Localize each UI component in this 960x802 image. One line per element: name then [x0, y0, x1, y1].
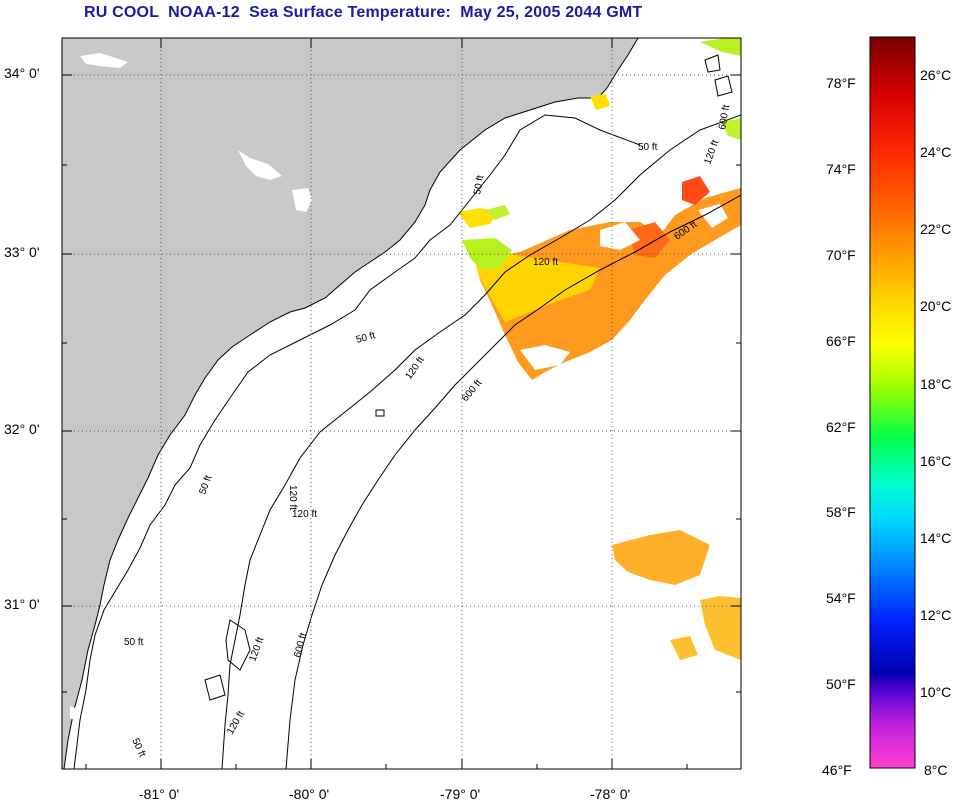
contour-label: 120 ft — [287, 485, 298, 510]
colorbar-f-label: 46°F — [822, 762, 852, 778]
lon-label: -80° 0' — [289, 786, 330, 802]
colorbar-f-label: 70°F — [826, 247, 856, 263]
contour-label: 50 ft — [638, 142, 658, 153]
colorbar-f-label: 54°F — [826, 590, 856, 606]
colorbar-f-label: 58°F — [826, 504, 856, 520]
contour-label: 600 ft — [717, 104, 732, 131]
contour-label: 120 ft — [533, 257, 558, 268]
colorbar-c-label: 24°C — [920, 144, 952, 160]
lat-label: 33° 0' — [4, 244, 40, 260]
lon-label: -79° 0' — [440, 786, 481, 802]
lon-label: -81° 0' — [139, 786, 180, 802]
lon-label: -78° 0' — [590, 786, 631, 802]
colorbar-c-label: 10°C — [920, 684, 952, 700]
contour-label: 50 ft — [355, 330, 377, 346]
colorbar-f-label: 66°F — [826, 333, 856, 349]
colorbar-f-label: 62°F — [826, 419, 856, 435]
contour-label: 50 ft — [124, 637, 144, 648]
colorbar-c-label: 14°C — [920, 530, 952, 546]
colorbar-c-label: 8°C — [924, 762, 948, 778]
colorbar-c-label: 18°C — [920, 376, 952, 392]
colorbar-c-label: 16°C — [920, 453, 952, 469]
colorbar-f-label: 78°F — [826, 75, 856, 91]
contour-50ft — [73, 114, 641, 769]
colorbar-f-label: 50°F — [826, 676, 856, 692]
colorbar-c-label: 22°C — [920, 221, 952, 237]
colorbar — [869, 36, 916, 769]
lat-label: 32° 0' — [4, 421, 40, 437]
map-frame — [61, 37, 742, 770]
axis-ticks — [62, 38, 741, 769]
lat-label: 34° 0' — [4, 65, 40, 81]
colorbar-c-label: 12°C — [920, 607, 952, 623]
contour-120ft — [221, 114, 741, 769]
colorbar-c-label: 26°C — [920, 67, 952, 83]
contour-label: 50 ft — [472, 174, 486, 195]
map-title: RU COOL NOAA-12 Sea Surface Temperature:… — [84, 4, 643, 21]
lat-label: 31° 0' — [4, 596, 40, 612]
colorbar-f-label: 74°F — [826, 161, 856, 177]
contour-600ft — [285, 194, 741, 769]
land-mass — [62, 38, 639, 769]
colorbar-c-label: 20°C — [920, 298, 952, 314]
contour-label: 120 ft — [292, 509, 317, 520]
sst-patch-main — [475, 188, 741, 380]
